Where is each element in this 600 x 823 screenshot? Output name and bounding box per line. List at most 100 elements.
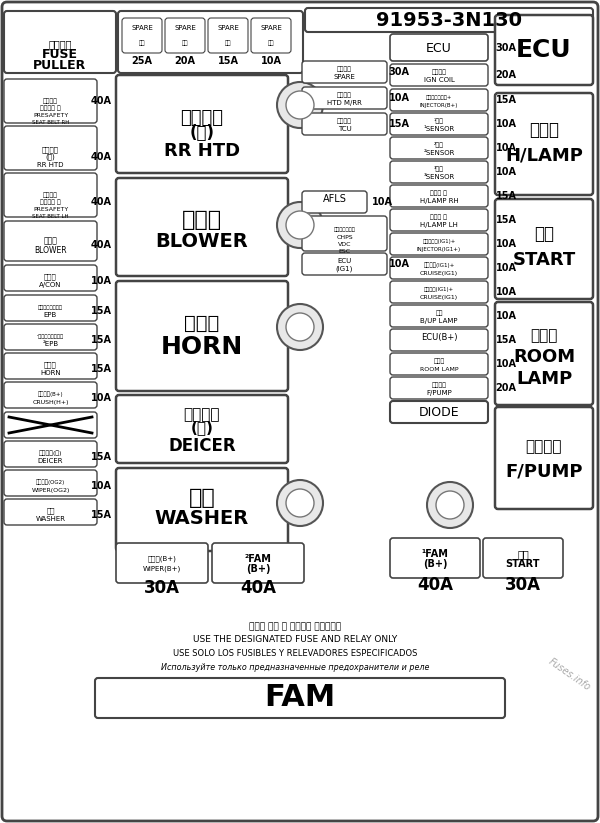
Text: 40A: 40A	[417, 576, 453, 594]
Text: 하이퍼차(OG2): 하이퍼차(OG2)	[36, 479, 65, 485]
Text: 시동: 시동	[534, 225, 554, 243]
FancyBboxPatch shape	[390, 89, 488, 111]
Text: 10A: 10A	[496, 359, 517, 369]
FancyBboxPatch shape	[4, 382, 97, 408]
FancyBboxPatch shape	[390, 281, 488, 303]
FancyBboxPatch shape	[4, 126, 97, 170]
Text: 키비: 키비	[268, 40, 274, 46]
Text: ³바시: ³바시	[434, 166, 444, 172]
Text: 40A: 40A	[91, 240, 112, 250]
Text: 10A: 10A	[389, 93, 409, 103]
Text: DEICER: DEICER	[38, 458, 63, 464]
Text: USE SOLO LOS FUSIBLES Y RELEVADORES ESPECIFICADOS: USE SOLO LOS FUSIBLES Y RELEVADORES ESPE…	[173, 649, 417, 658]
Text: 25A: 25A	[131, 56, 152, 66]
Text: 경음기: 경음기	[184, 314, 220, 332]
Circle shape	[277, 82, 323, 128]
Circle shape	[436, 491, 464, 519]
Text: INJECTOR(IG1+): INJECTOR(IG1+)	[417, 247, 461, 252]
Text: 40A: 40A	[240, 579, 276, 597]
FancyBboxPatch shape	[4, 353, 97, 379]
Text: SEAT BELT RH: SEAT BELT RH	[32, 119, 69, 124]
Text: 30A: 30A	[496, 43, 517, 53]
FancyBboxPatch shape	[116, 395, 288, 463]
Text: ROOM LAMP: ROOM LAMP	[420, 366, 458, 371]
FancyBboxPatch shape	[495, 15, 593, 85]
FancyBboxPatch shape	[495, 407, 593, 509]
Text: 40A: 40A	[91, 197, 112, 207]
Text: DEICER: DEICER	[168, 437, 236, 455]
Text: ECU: ECU	[337, 258, 352, 264]
Text: ECU: ECU	[426, 41, 452, 54]
Text: (뒤): (뒤)	[46, 154, 55, 160]
Text: 세이프티: 세이프티	[43, 98, 58, 104]
FancyBboxPatch shape	[4, 11, 116, 73]
FancyBboxPatch shape	[483, 538, 563, 578]
Text: 10A: 10A	[496, 311, 517, 321]
Text: 10A: 10A	[260, 56, 281, 66]
Text: 오토티에: 오토티에	[337, 119, 352, 123]
Text: 블로어: 블로어	[44, 236, 58, 245]
FancyBboxPatch shape	[116, 468, 288, 551]
Text: 40A: 40A	[91, 152, 112, 162]
FancyBboxPatch shape	[390, 113, 488, 135]
Text: 전조등 우: 전조등 우	[431, 190, 448, 196]
Circle shape	[427, 482, 473, 528]
Text: 실내등: 실내등	[530, 328, 557, 343]
Text: 15A: 15A	[91, 510, 112, 520]
Text: SEAT BELT LH: SEAT BELT LH	[32, 213, 69, 218]
Text: 전조등: 전조등	[529, 121, 559, 139]
Text: LAMP: LAMP	[516, 370, 572, 388]
FancyBboxPatch shape	[390, 161, 488, 183]
Text: 컨트롤시기제어+: 컨트롤시기제어+	[426, 95, 452, 100]
FancyBboxPatch shape	[302, 113, 387, 135]
Text: CHPS: CHPS	[336, 235, 353, 239]
Text: H/LAMP LH: H/LAMP LH	[420, 222, 458, 228]
Circle shape	[277, 304, 323, 350]
Text: SPARE: SPARE	[217, 25, 239, 30]
Text: 키비: 키비	[139, 40, 145, 46]
Circle shape	[277, 202, 323, 248]
Text: 91953-3N130: 91953-3N130	[376, 11, 522, 30]
Text: WASHER: WASHER	[155, 509, 249, 528]
FancyBboxPatch shape	[4, 79, 97, 123]
Text: 10A: 10A	[371, 197, 392, 207]
Circle shape	[286, 313, 314, 341]
Text: 지정된 퓨즈 및 릴레이된 사용하세요: 지정된 퓨즈 및 릴레이된 사용하세요	[249, 622, 341, 631]
Text: 주차브레이크제어: 주차브레이크제어	[38, 305, 63, 309]
Text: 열선면침: 열선면침	[337, 92, 352, 98]
Text: 에이더(B+): 에이더(B+)	[148, 556, 176, 562]
Text: HTD M/RR: HTD M/RR	[327, 100, 362, 106]
Text: PRESAFETY: PRESAFETY	[33, 207, 68, 212]
Text: (B+): (B+)	[246, 564, 270, 574]
Text: START: START	[512, 251, 575, 269]
Text: 40A: 40A	[91, 96, 112, 106]
Text: HORN: HORN	[161, 335, 243, 359]
Text: IGN COIL: IGN COIL	[424, 77, 454, 83]
FancyBboxPatch shape	[251, 18, 291, 53]
FancyBboxPatch shape	[390, 538, 480, 578]
Text: 열선유리: 열선유리	[184, 407, 220, 422]
Text: (IG1): (IG1)	[336, 266, 353, 272]
Text: 열선유리(앞): 열선유리(앞)	[39, 450, 62, 456]
FancyBboxPatch shape	[390, 64, 488, 86]
Text: 키비: 키비	[182, 40, 188, 46]
FancyBboxPatch shape	[302, 87, 387, 109]
Circle shape	[286, 91, 314, 119]
Text: 시트벨트 좌: 시트벨트 좌	[40, 199, 61, 205]
FancyBboxPatch shape	[4, 295, 97, 321]
Text: A/CON: A/CON	[39, 282, 62, 288]
Text: CRUSH(H+): CRUSH(H+)	[32, 399, 69, 404]
Text: AFLS: AFLS	[323, 194, 346, 204]
Text: ROOM: ROOM	[513, 348, 575, 366]
Text: 15A: 15A	[496, 215, 517, 225]
Text: 후진: 후진	[435, 310, 443, 316]
Text: 시동: 시동	[517, 549, 529, 559]
Text: F/PUMP: F/PUMP	[505, 462, 583, 480]
Text: BLOWER: BLOWER	[34, 245, 67, 254]
Text: SPARE: SPARE	[334, 74, 355, 80]
FancyBboxPatch shape	[302, 61, 387, 83]
FancyBboxPatch shape	[390, 377, 488, 399]
Text: ²FAM: ²FAM	[245, 554, 271, 564]
FancyBboxPatch shape	[116, 75, 288, 173]
FancyBboxPatch shape	[4, 221, 97, 261]
